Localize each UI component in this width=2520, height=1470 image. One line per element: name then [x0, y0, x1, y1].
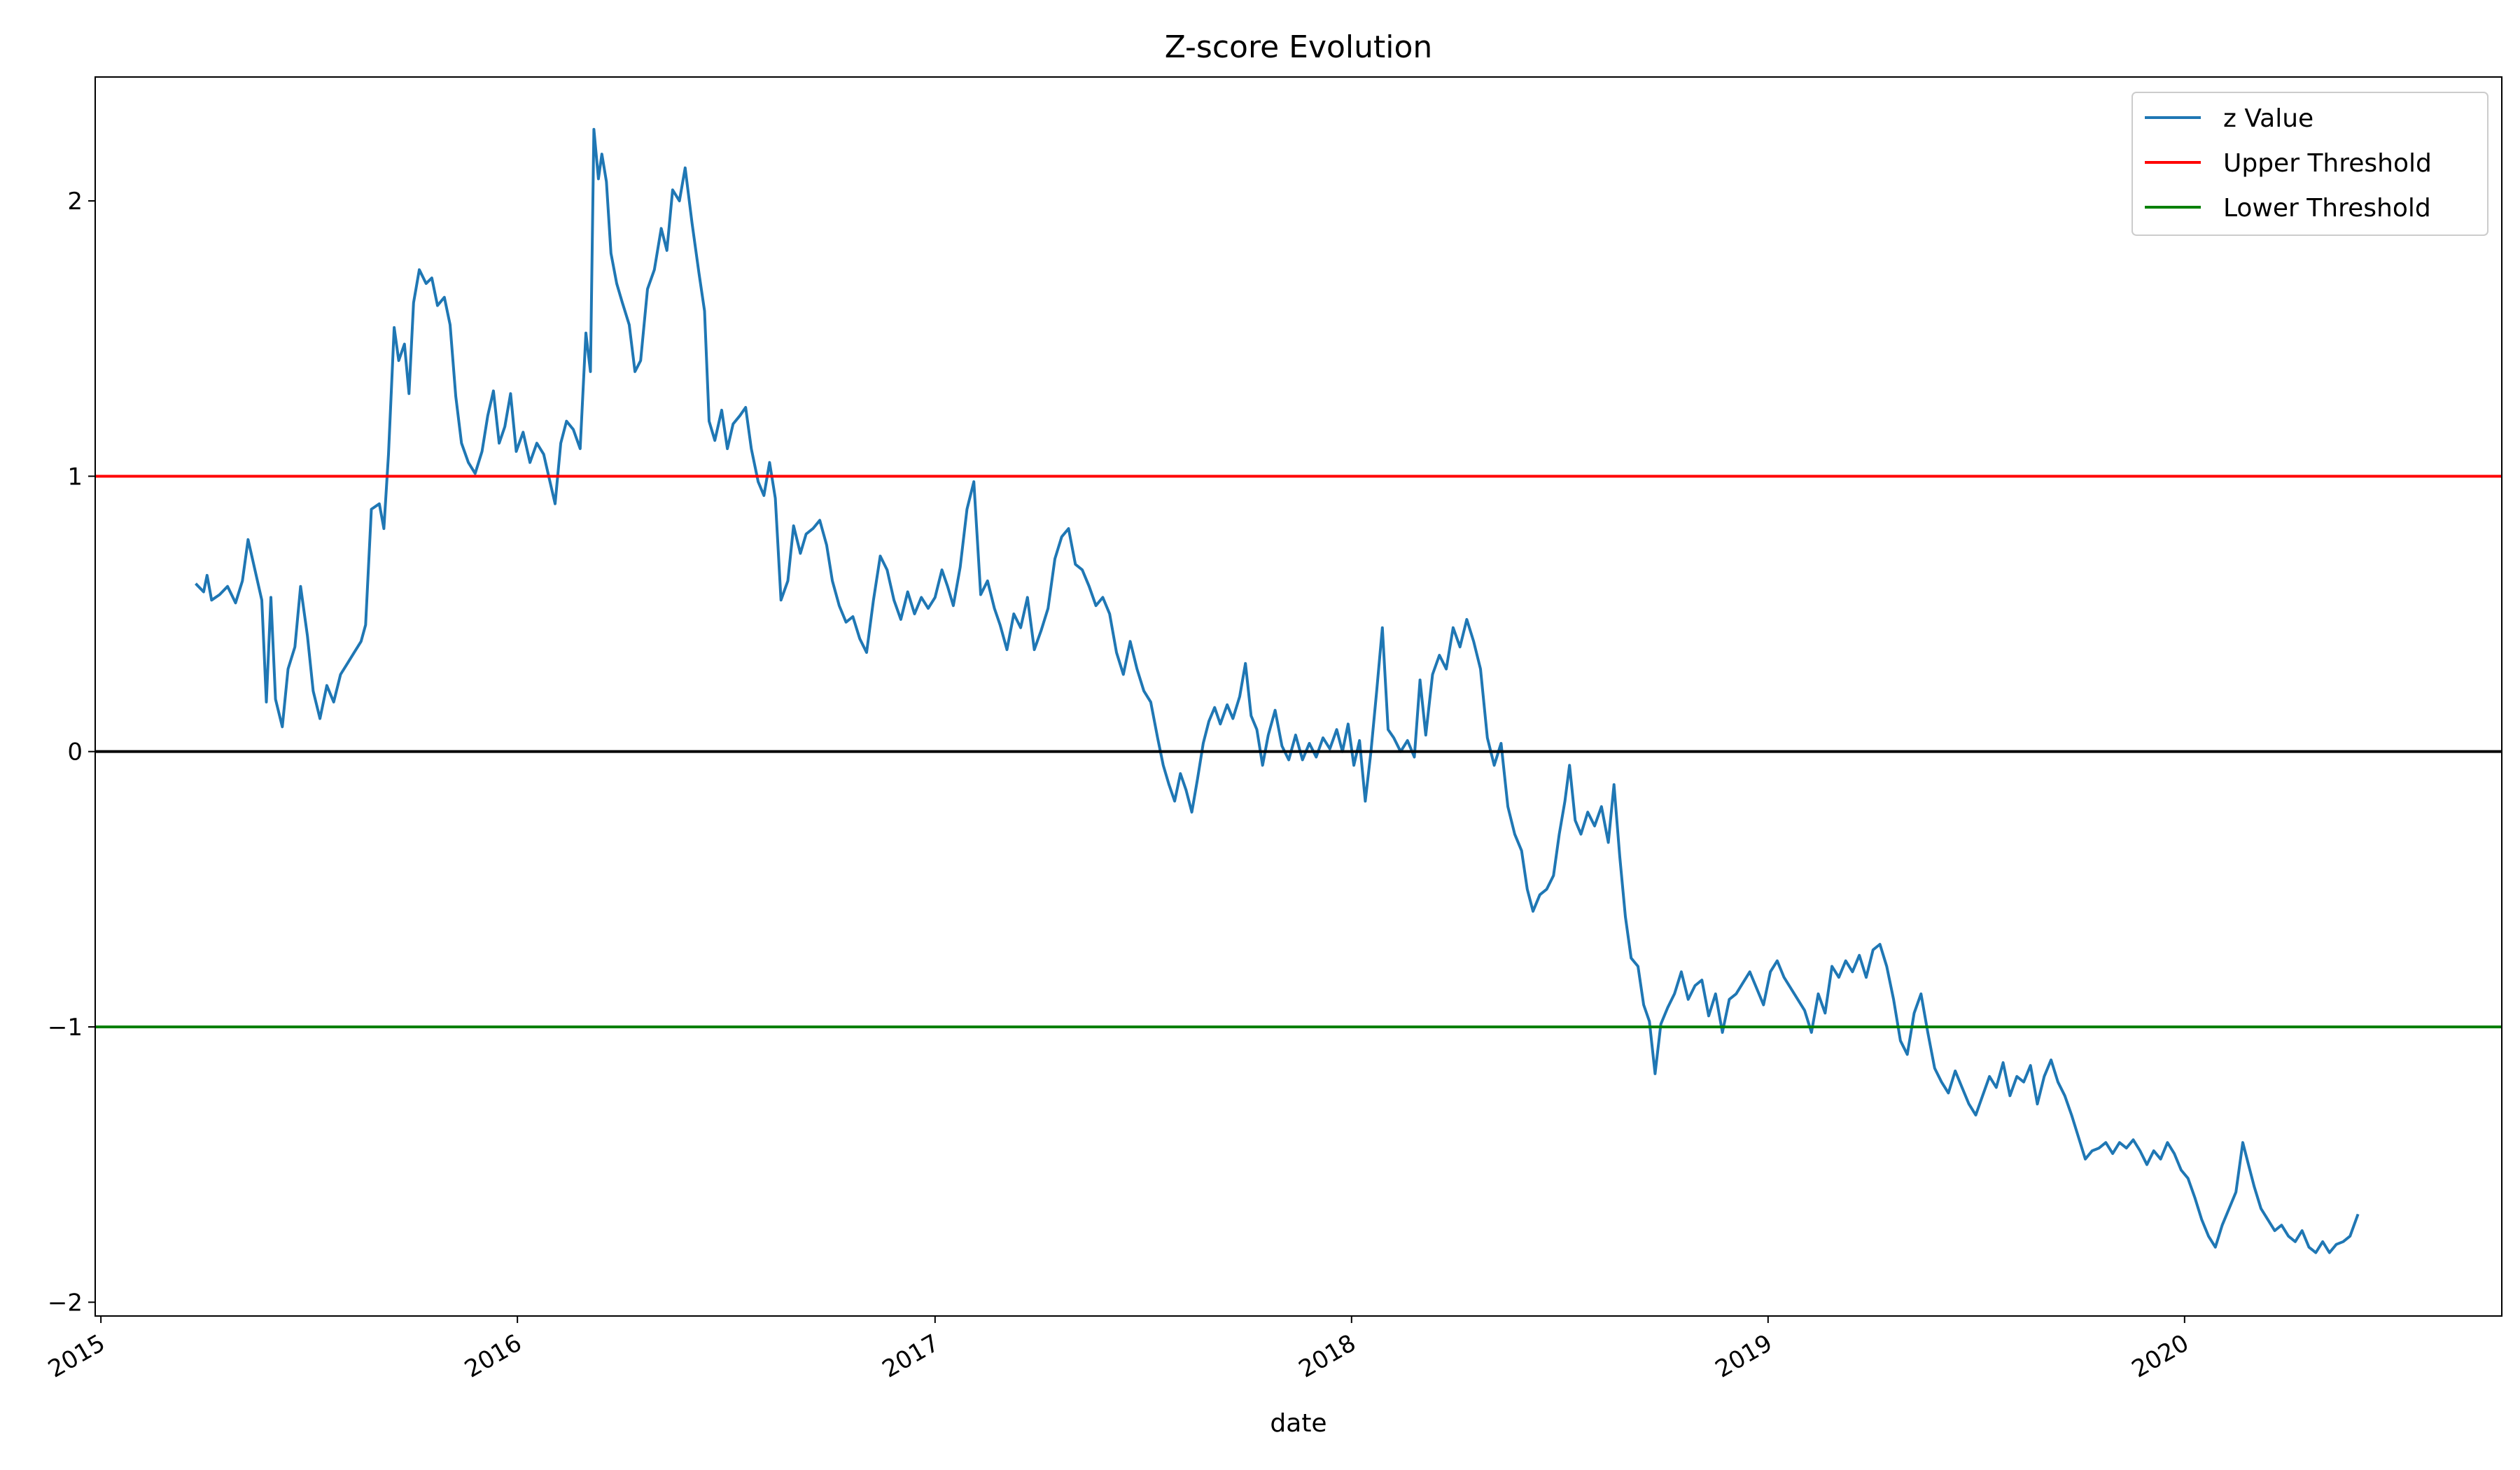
plot-area [95, 127, 2502, 1254]
y-tick-label: 0 [67, 738, 83, 766]
y-tick-label: −1 [48, 1014, 83, 1042]
series-line-z-value [195, 127, 2360, 1254]
y-tick-label: −2 [48, 1289, 83, 1317]
legend-label: z Value [2223, 104, 2314, 133]
y-tick-label: 2 [67, 188, 83, 216]
legend: z Value Upper Threshold Lower Threshold [2132, 92, 2488, 236]
legend-label: Lower Threshold [2223, 194, 2431, 223]
legend-box [2132, 92, 2488, 236]
y-tick-label: 1 [67, 463, 83, 491]
legend-label: Upper Threshold [2223, 149, 2432, 178]
x-axis-label: date [1270, 1409, 1326, 1438]
plot-frame [94, 76, 2502, 1317]
y-axis: −2 −1 0 1 2 [48, 188, 95, 1317]
chart-title: Z-score Evolution [1165, 29, 1433, 65]
